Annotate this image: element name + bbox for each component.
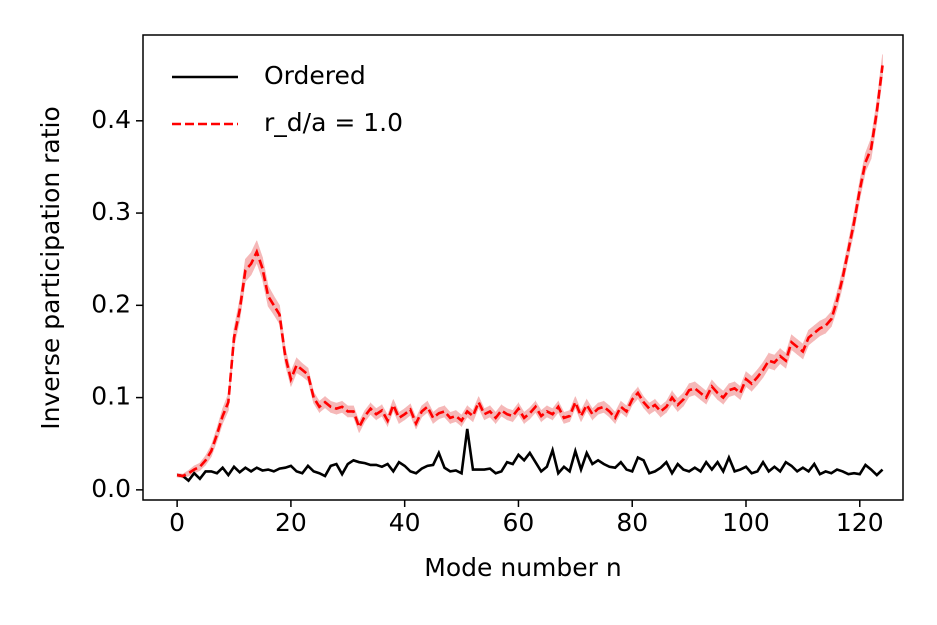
error-band xyxy=(461,404,468,428)
y-tick-label: 0.1 xyxy=(91,382,131,411)
error-band xyxy=(757,361,764,386)
x-tick-label: 60 xyxy=(503,508,535,537)
error-band xyxy=(262,257,269,307)
y-tick-label: 0.3 xyxy=(91,197,131,226)
y-axis-label: Inverse participation ratio xyxy=(36,106,65,430)
x-tick-label: 0 xyxy=(169,508,185,537)
error-band xyxy=(518,402,525,425)
legend-label: Ordered xyxy=(264,61,366,90)
x-tick-label: 40 xyxy=(389,508,421,537)
x-tick-label: 20 xyxy=(275,508,307,537)
y-tick-label: 0.2 xyxy=(91,289,131,318)
error-band xyxy=(802,330,809,359)
error-band xyxy=(370,402,377,421)
error-band xyxy=(250,240,258,276)
error-band xyxy=(666,389,673,414)
error-band xyxy=(341,400,349,418)
y-tick-label: 0.4 xyxy=(91,105,131,134)
legend-label: r_d/a = 1.0 xyxy=(264,108,403,137)
series-line xyxy=(176,428,884,483)
error-band xyxy=(307,367,314,404)
legend: Ordered r_d/a = 1.0 xyxy=(172,61,403,137)
series-line xyxy=(176,65,884,478)
x-tick-label: 100 xyxy=(722,508,770,537)
error-band xyxy=(245,251,252,283)
x-tick-label: 80 xyxy=(616,508,648,537)
error-band xyxy=(489,405,496,425)
plot-frame xyxy=(142,34,904,501)
x-axis-label: Mode number n xyxy=(424,553,621,582)
error-band xyxy=(631,386,639,406)
error-band xyxy=(552,400,559,421)
y-tick-label: 0.0 xyxy=(91,474,131,503)
error-band xyxy=(222,393,229,424)
x-tick-label: 120 xyxy=(836,508,884,537)
